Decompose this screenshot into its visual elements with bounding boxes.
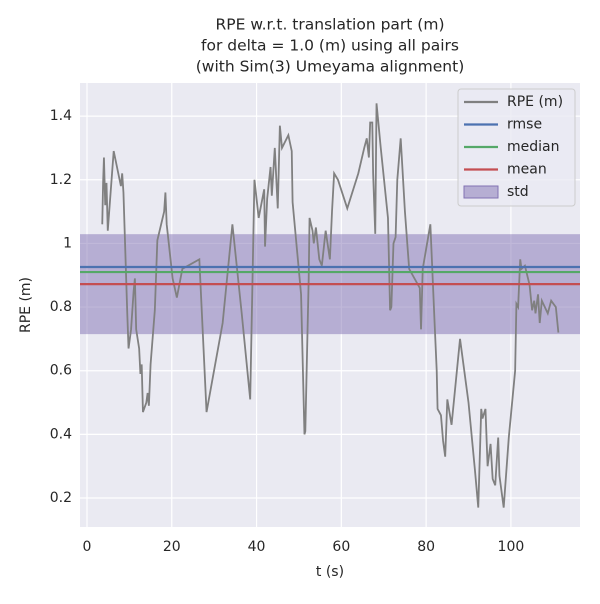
legend-label: RPE (m) xyxy=(507,94,563,110)
y-tick-label: 1 xyxy=(63,235,72,251)
y-tick-label: 1.2 xyxy=(50,172,72,188)
x-tick-label: 100 xyxy=(498,539,525,555)
y-axis-label: RPE (m) xyxy=(18,277,34,333)
legend-label: rmse xyxy=(507,117,542,133)
legend-label: mean xyxy=(507,162,547,178)
data-line xyxy=(101,103,560,508)
legend-label: median xyxy=(507,139,559,155)
y-tick-label: 0.2 xyxy=(50,490,72,506)
y-tick-label: 0.6 xyxy=(50,363,72,379)
legend-box xyxy=(457,88,576,207)
y-tick-label: 1.4 xyxy=(50,108,72,124)
y-tick-label: 0.8 xyxy=(50,299,72,315)
x-tick-label: 20 xyxy=(163,539,181,555)
chart-title: RPE w.r.t. translation part (m) xyxy=(215,16,444,34)
x-tick-label: 60 xyxy=(332,539,350,555)
x-tick-label: 0 xyxy=(83,539,92,555)
legend-swatch xyxy=(463,185,499,199)
y-tick-label: 0.4 xyxy=(50,426,72,442)
chart-title: (with Sim(3) Umeyama alignment) xyxy=(196,58,465,76)
x-tick-label: 40 xyxy=(248,539,266,555)
x-axis-label: t (s) xyxy=(316,564,344,580)
chart-title: for delta = 1.0 (m) using all pairs xyxy=(201,37,459,55)
x-tick-label: 80 xyxy=(417,539,435,555)
legend-label: std xyxy=(507,184,529,200)
